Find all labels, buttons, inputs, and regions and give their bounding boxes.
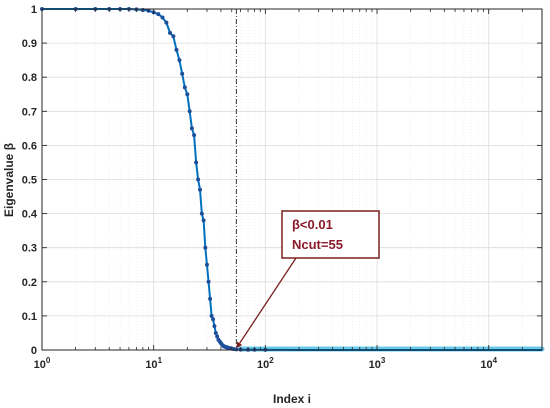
- series-point: [185, 92, 190, 97]
- annotation-arrow: [239, 257, 297, 344]
- series-point: [156, 12, 161, 17]
- y-tick-label: 0.8: [22, 72, 37, 84]
- series-point: [180, 71, 185, 76]
- x-tick-labels: 100 101 102 103 104: [34, 356, 498, 371]
- series-point: [171, 34, 176, 39]
- annotation-arrowhead: [236, 341, 243, 349]
- series-point: [234, 347, 239, 352]
- y-tick-label: 0.3: [22, 243, 37, 255]
- y-tick-label: 0: [31, 345, 37, 357]
- y-tick-label: 0.9: [22, 38, 37, 50]
- series-point: [199, 211, 204, 216]
- x-tick-label: 100: [34, 356, 51, 371]
- series-point: [209, 313, 214, 318]
- series-point: [196, 177, 201, 182]
- series-point: [211, 317, 216, 322]
- y-tick-labels: 0 0.1 0.2 0.3 0.4 0.5 0.6 0.7 0.8 0.9 1: [22, 4, 38, 357]
- y-tick-label: 1: [31, 4, 37, 16]
- x-axis-label: Index i: [273, 392, 311, 406]
- series-point: [194, 160, 199, 165]
- series-point: [189, 126, 194, 131]
- series-point: [204, 262, 209, 267]
- y-tick-label: 0.4: [22, 209, 38, 221]
- y-axis-label: Eigenvalue β: [2, 143, 16, 217]
- series-point: [182, 85, 187, 90]
- x-tick-label: 101: [145, 356, 162, 371]
- series-point: [212, 324, 217, 329]
- series-point: [198, 187, 203, 192]
- series-point: [208, 296, 213, 301]
- series-point: [174, 47, 179, 52]
- y-tick-label: 0.6: [22, 140, 37, 152]
- ncut-annotation: β<0.01 Ncut=55: [236, 210, 380, 349]
- x-tick-label: 103: [369, 356, 386, 371]
- y-tick-label: 0.1: [22, 311, 37, 323]
- series-point: [201, 218, 206, 223]
- series-point: [213, 330, 218, 335]
- annotation-box: [281, 210, 380, 259]
- series-point: [203, 245, 208, 250]
- series-point: [167, 30, 172, 35]
- x-tick-label: 104: [480, 356, 497, 371]
- major-grid: [42, 9, 542, 350]
- series-point: [177, 58, 182, 63]
- series-point: [206, 279, 211, 284]
- x-tick-label: 102: [257, 356, 274, 371]
- series-point: [187, 109, 192, 114]
- y-tick-label: 0.7: [22, 106, 37, 118]
- y-tick-label: 0.5: [22, 175, 37, 187]
- tick-marks: [41, 8, 543, 351]
- annotation-line-1: β<0.01: [292, 217, 333, 232]
- series-point: [215, 334, 220, 339]
- series-point: [160, 15, 165, 20]
- series-point: [164, 20, 169, 25]
- y-tick-label: 0.2: [22, 277, 37, 289]
- series-point: [192, 133, 197, 138]
- annotation-line-2: Ncut=55: [292, 237, 343, 252]
